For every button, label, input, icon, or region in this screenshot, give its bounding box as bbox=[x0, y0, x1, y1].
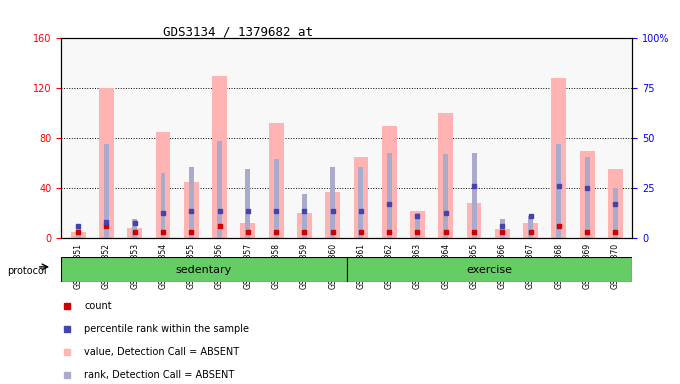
Bar bbox=[580, 151, 594, 238]
Bar bbox=[354, 157, 369, 238]
Bar bbox=[443, 154, 448, 238]
Bar bbox=[585, 157, 590, 238]
Bar bbox=[330, 167, 335, 238]
Text: percentile rank within the sample: percentile rank within the sample bbox=[84, 324, 249, 334]
FancyBboxPatch shape bbox=[347, 257, 632, 282]
Bar bbox=[241, 223, 255, 238]
Bar bbox=[439, 113, 453, 238]
Bar bbox=[217, 141, 222, 238]
Bar bbox=[212, 76, 227, 238]
Bar bbox=[184, 182, 199, 238]
Bar bbox=[608, 169, 623, 238]
Text: value, Detection Call = ABSENT: value, Detection Call = ABSENT bbox=[84, 347, 239, 357]
Bar bbox=[381, 126, 396, 238]
Bar bbox=[160, 173, 165, 238]
Text: exercise: exercise bbox=[466, 265, 513, 275]
Bar bbox=[104, 144, 109, 238]
Text: rank, Detection Call = ABSENT: rank, Detection Call = ABSENT bbox=[84, 370, 235, 380]
Bar bbox=[269, 123, 284, 238]
Bar bbox=[297, 213, 312, 238]
Bar bbox=[500, 219, 505, 238]
Bar bbox=[415, 213, 420, 238]
Text: count: count bbox=[84, 301, 112, 311]
Bar bbox=[325, 192, 340, 238]
Bar bbox=[245, 169, 250, 238]
Bar bbox=[132, 219, 137, 238]
Bar bbox=[410, 210, 425, 238]
Text: sedentary: sedentary bbox=[176, 265, 232, 275]
Bar bbox=[551, 78, 566, 238]
Bar bbox=[495, 229, 510, 238]
Bar bbox=[189, 167, 194, 238]
Text: GDS3134 / 1379682_at: GDS3134 / 1379682_at bbox=[163, 25, 313, 38]
FancyBboxPatch shape bbox=[61, 257, 347, 282]
Bar bbox=[99, 88, 114, 238]
Bar bbox=[75, 226, 81, 238]
Bar bbox=[528, 216, 533, 238]
Bar bbox=[471, 153, 477, 238]
Bar bbox=[156, 132, 171, 238]
Bar bbox=[273, 159, 279, 238]
Bar bbox=[358, 167, 363, 238]
Text: protocol: protocol bbox=[7, 266, 46, 276]
Bar bbox=[387, 153, 392, 238]
Bar bbox=[556, 144, 562, 238]
Bar bbox=[466, 203, 481, 238]
Bar bbox=[523, 223, 538, 238]
Bar bbox=[613, 188, 618, 238]
Bar bbox=[302, 194, 307, 238]
Bar bbox=[71, 232, 86, 238]
Bar bbox=[127, 228, 142, 238]
